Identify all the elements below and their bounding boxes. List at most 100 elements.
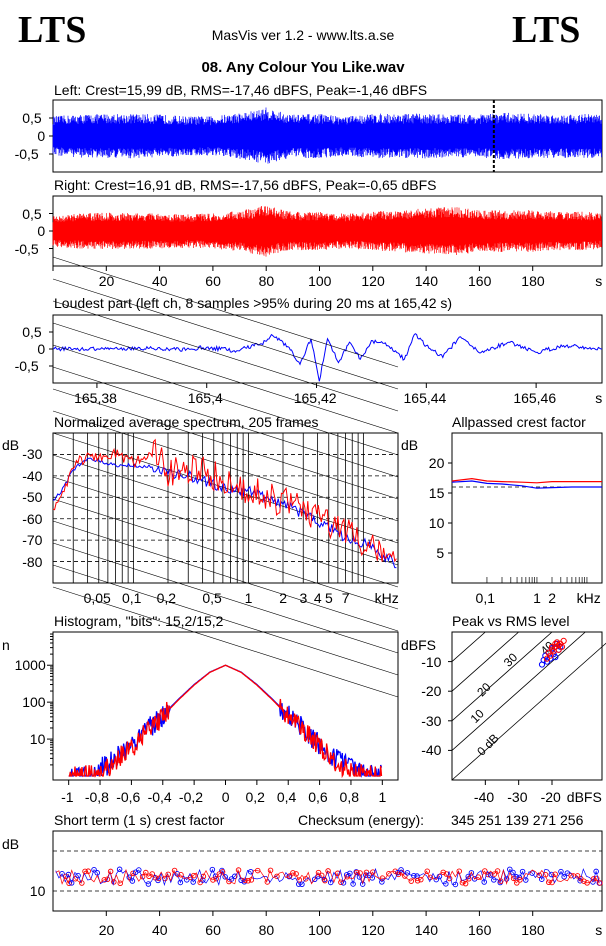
x-tick-label: 165,46: [513, 390, 557, 406]
left-crest-point: [510, 869, 516, 876]
right-crest-point: [139, 873, 146, 880]
x-tick-label: 0,1: [121, 590, 142, 606]
right-crest-point: [191, 872, 197, 879]
logo-right: LTS: [512, 9, 581, 51]
y-tick-label: 20: [428, 455, 445, 471]
x-tick-label: 1: [378, 789, 387, 805]
y-tick-label: 100: [22, 694, 46, 711]
x-unit-label: kHz: [576, 590, 601, 606]
crest-factor-frame: [451, 432, 603, 584]
y-tick-label: 1000: [14, 657, 46, 674]
loudest-part-trace: [52, 333, 603, 382]
left-crest-point: [184, 877, 190, 883]
right-crest-point: [143, 869, 149, 876]
slope-guide: [52, 564, 399, 676]
x-tick-label: 40: [152, 922, 168, 938]
x-tick-label: -0,6: [116, 789, 141, 805]
histogram-right-line: [68, 664, 383, 779]
app-title: MasVis ver 1.2 - www.lts.a.se: [211, 27, 395, 43]
x-tick-label: 0,6: [308, 789, 328, 805]
x-tick-label: 140: [414, 922, 439, 938]
right-crest-point: [101, 877, 107, 883]
left-crest-point: [68, 880, 75, 886]
right-crest-point: [200, 873, 207, 880]
x-tick-label: 165,44: [403, 390, 447, 406]
left-crest-point: [209, 866, 216, 873]
spectrum-ylabel: dB: [2, 437, 20, 453]
x-tick-label: 7: [341, 590, 350, 606]
x-tick-label: 80: [258, 922, 275, 938]
left-crest-point: [247, 868, 254, 875]
right-crest-point: [149, 871, 155, 877]
right-point: [543, 655, 551, 662]
x-tick-label: -30: [507, 789, 528, 805]
right-crest-point: [111, 879, 117, 885]
crest-diagonal: [451, 631, 586, 751]
y-tick-label: -80: [22, 553, 43, 570]
right-crest-point: [424, 868, 430, 875]
slope-guide: [52, 300, 399, 412]
right-crest-point: [171, 867, 178, 874]
x-tick-label: 60: [205, 922, 221, 938]
left-crest-point: [228, 876, 235, 882]
crest-diagonal: [451, 631, 519, 692]
diagonal-label: 30: [501, 650, 521, 670]
slope-guide: [52, 366, 399, 478]
x-tick-label: 0,2: [156, 590, 177, 606]
right-crest-point: [443, 871, 450, 877]
x-tick-label: 0: [221, 789, 230, 805]
left-crest-point: [353, 869, 360, 875]
slope-guide: [52, 388, 399, 500]
x-tick-label: -0,4: [147, 789, 172, 805]
right-crest-point: [293, 871, 299, 877]
right-crest-point: [475, 874, 482, 880]
x-tick-label: 80: [258, 273, 275, 289]
x-tick-label: -40: [473, 789, 495, 805]
checksum-value: 345 251 139 271 256: [451, 812, 584, 828]
left-point: [543, 658, 551, 665]
left-crest-point: [481, 879, 487, 885]
left-crest-point: [145, 881, 152, 887]
right-crest-point: [597, 880, 603, 886]
x-tick-label: 0,2: [245, 789, 265, 805]
left-waveform-title: Left: Crest=15,99 dB, RMS=-17,46 dBFS, P…: [54, 82, 428, 98]
spectrum-right-line: [52, 438, 397, 563]
left-crest-point: [315, 873, 321, 880]
crest-diagonal: [451, 642, 606, 781]
x-tick-label: 180: [521, 273, 545, 289]
left-crest-point: [232, 873, 238, 880]
x-tick-label: 3: [299, 590, 308, 606]
right-crest-point: [581, 878, 587, 884]
crest-ylabel: dB: [401, 437, 419, 453]
x-tick-label: 0,5: [202, 590, 222, 606]
left-crest-point: [347, 870, 353, 877]
x-tick-label: 165,4: [187, 390, 223, 406]
diagonal-label: 10: [468, 706, 488, 726]
left-point: [540, 657, 547, 664]
waveform-trace: [52, 206, 602, 257]
left-crest-point: [359, 881, 366, 887]
left-crest-point: [468, 870, 475, 876]
right-crest-point: [315, 869, 322, 876]
left-crest-point: [222, 874, 228, 880]
left-crest-point: [558, 868, 564, 875]
x-tick-label: 140: [414, 273, 439, 289]
y-tick-label: -0,5: [14, 358, 39, 374]
left-crest-point: [126, 874, 132, 881]
right-crest-point: [242, 877, 248, 884]
y-tick-label: 0: [37, 128, 46, 144]
y-tick-label: 0,5: [22, 324, 42, 340]
slope-guide: [52, 278, 399, 390]
file-title: 08. Any Colour You Like.wav: [201, 59, 405, 76]
crest-factor-title: Allpassed crest factor: [452, 414, 586, 430]
slope-guide: [52, 476, 399, 588]
slope-guide: [52, 344, 399, 456]
x-unit-label: s: [595, 273, 603, 289]
y-tick-label: 10: [29, 731, 46, 748]
right-crest-point: [552, 871, 558, 877]
x-tick-label: 100: [308, 922, 332, 938]
y-tick-label: -70: [22, 532, 43, 549]
peak-rms-frame: [451, 631, 603, 781]
left-crest-point: [177, 879, 184, 886]
